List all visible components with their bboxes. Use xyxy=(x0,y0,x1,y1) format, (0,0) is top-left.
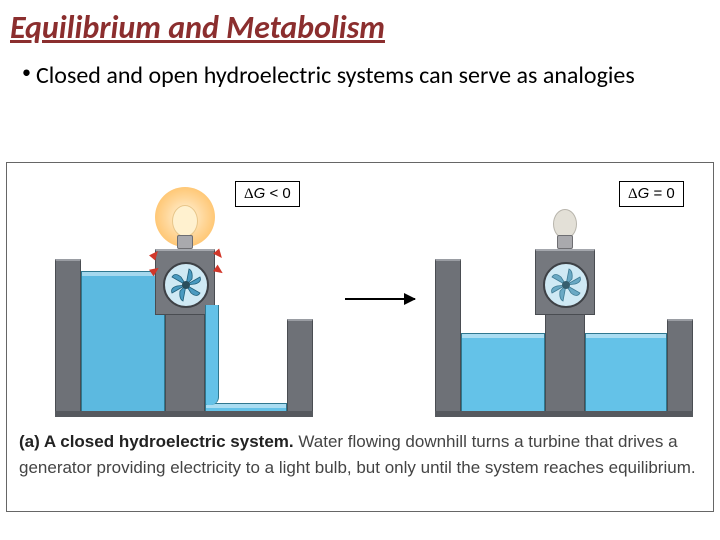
left-wall-low xyxy=(287,319,313,415)
left-system xyxy=(55,185,315,415)
right-floor xyxy=(435,411,693,417)
left-water-high xyxy=(81,271,165,415)
right-system xyxy=(435,185,695,415)
left-bulb-core xyxy=(172,205,198,237)
left-turbine-window xyxy=(163,262,209,308)
left-outflow xyxy=(205,305,219,405)
right-water-left xyxy=(461,333,545,415)
right-bulb-base xyxy=(557,235,573,249)
diagram-area: ΔG < 0 xyxy=(7,163,713,423)
figure-caption: (a) A closed hydroelectric system. Water… xyxy=(19,429,701,480)
left-wall-high xyxy=(55,259,81,415)
turbine-icon xyxy=(546,265,586,305)
turbine-icon xyxy=(166,265,206,305)
right-wall-low xyxy=(667,319,693,415)
bullet-text: Closed and open hydroelectric systems ca… xyxy=(36,61,635,91)
caption-lead: (a) A closed hydroelectric system. xyxy=(19,432,294,451)
transition-arrow-icon xyxy=(345,298,415,300)
bullet-marker: • xyxy=(22,61,36,91)
left-bulb-base xyxy=(177,235,193,249)
right-turbine-house xyxy=(535,249,595,315)
right-water-right xyxy=(585,333,667,415)
right-wall-high xyxy=(435,259,461,415)
left-floor xyxy=(55,411,313,417)
bullet-item: • Closed and open hydroelectric systems … xyxy=(0,51,720,97)
page-title: Equilibrium and Metabolism xyxy=(0,0,720,51)
right-turbine-window xyxy=(543,262,589,308)
figure-panel: ΔG < 0 xyxy=(6,162,714,512)
delta-g-right-label: ΔG = 0 xyxy=(619,181,684,207)
delta-g-left-label: ΔG < 0 xyxy=(235,181,300,207)
